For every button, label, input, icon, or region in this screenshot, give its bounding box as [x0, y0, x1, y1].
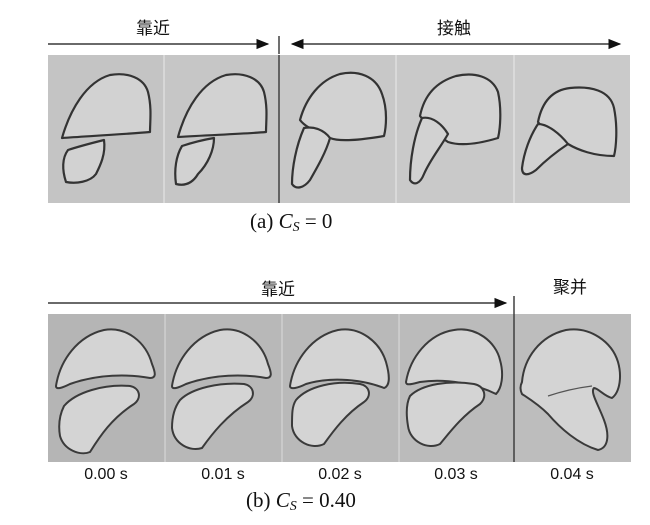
upper-droplet-b4 [405, 328, 504, 395]
time-label-5: 0.04 s [550, 466, 594, 483]
lower-droplet-b1 [58, 384, 140, 455]
lower-droplet-a5 [520, 122, 570, 176]
time-label-3: 0.02 s [318, 466, 362, 483]
caption-a-value: = 0 [299, 209, 333, 233]
caption-a: (a) CS = 0 [250, 209, 332, 236]
upper-droplet-b2 [171, 328, 272, 390]
caption-b: (b) CS = 0.40 [246, 488, 356, 515]
time-label-2: 0.01 s [201, 466, 245, 483]
upper-droplet-b1 [55, 328, 156, 390]
lower-droplet-a3 [290, 126, 332, 189]
lower-droplet-a1 [62, 138, 106, 184]
lower-droplet-b3 [291, 381, 370, 447]
caption-b-var: C [275, 488, 290, 512]
lower-droplet-b4 [405, 381, 486, 447]
lower-droplet-a4 [408, 116, 450, 185]
caption-b-sub: S [289, 499, 297, 514]
time-label-4: 0.03 s [434, 466, 478, 483]
lower-droplet-a2 [174, 136, 216, 186]
upper-droplet-b3 [289, 328, 390, 390]
caption-a-prefix: (a) [250, 209, 279, 233]
phase-label-approach-b: 靠近 [261, 280, 295, 300]
caption-a-var: C [278, 209, 293, 233]
phase-label-approach-a: 靠近 [136, 19, 170, 39]
phase-label-coalescence-b: 聚并 [553, 278, 587, 298]
caption-a-sub: S [292, 220, 300, 235]
caption-b-value: = 0.40 [296, 488, 356, 512]
neck-line-b5 [547, 385, 593, 397]
lower-droplet-b2 [171, 382, 254, 450]
caption-b-prefix: (b) [246, 488, 276, 512]
upper-droplet-a1 [60, 73, 152, 140]
time-label-1: 0.00 s [84, 466, 128, 483]
phase-label-contact-a: 接触 [437, 19, 471, 39]
upper-droplet-a2 [176, 73, 268, 139]
